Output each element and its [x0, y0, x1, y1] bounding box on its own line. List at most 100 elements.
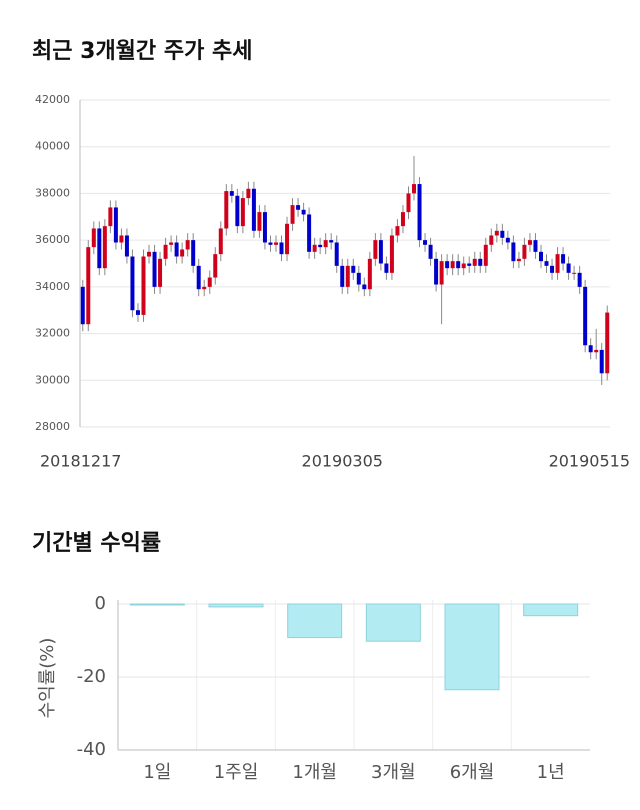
- bar: [444, 603, 500, 691]
- y-tick-label: -20: [77, 666, 106, 687]
- candle-body: [362, 284, 367, 290]
- candle-body: [450, 261, 455, 269]
- y-tick-label: 38000: [35, 186, 70, 199]
- candle-body: [273, 242, 278, 245]
- candle-body: [86, 247, 91, 325]
- x-tick-label: 6개월: [450, 762, 495, 783]
- candle-body: [285, 223, 290, 255]
- candle-body: [511, 242, 516, 262]
- candle-body: [251, 188, 256, 231]
- candle-body: [135, 310, 140, 315]
- candle-body: [478, 258, 483, 266]
- candle-body: [572, 272, 577, 274]
- candle-body: [296, 205, 301, 210]
- candle-body: [301, 209, 306, 215]
- candle-body: [351, 265, 356, 273]
- chart-title: 최근 3개월간 주가 추세: [32, 39, 252, 64]
- candle-body: [588, 345, 593, 353]
- y-tick-label: 34000: [35, 280, 70, 293]
- y-tick-label: -40: [77, 739, 106, 760]
- candle-body: [577, 272, 582, 287]
- candle-body: [246, 188, 251, 199]
- x-tick-label: 1년: [537, 762, 565, 783]
- candle-body: [461, 263, 466, 269]
- candle-body: [594, 349, 599, 353]
- x-tick-label: 1개월: [292, 762, 337, 783]
- candle-body: [191, 240, 196, 266]
- y-tick-label: 30000: [35, 373, 70, 386]
- candle-body: [257, 212, 262, 231]
- x-tick-label: 20181217: [40, 452, 121, 471]
- bar: [523, 603, 579, 617]
- candle-body: [102, 226, 107, 269]
- candle-body: [113, 207, 118, 243]
- candle-body: [412, 184, 417, 194]
- candle-body: [323, 240, 328, 248]
- candle-body: [389, 235, 394, 273]
- y-tick-label: 0: [95, 593, 106, 614]
- candle-body: [97, 228, 102, 269]
- candle-body: [235, 195, 240, 227]
- y-tick-label: 28000: [35, 420, 70, 433]
- candle-body: [108, 207, 113, 227]
- candle-body: [80, 286, 85, 325]
- y-tick-label: 32000: [35, 327, 70, 340]
- y-tick-label: 42000: [35, 93, 70, 106]
- candle-body: [124, 235, 129, 257]
- candle-body: [318, 244, 323, 248]
- candle-body: [229, 191, 234, 196]
- candle-body: [538, 251, 543, 262]
- candle-body: [163, 244, 168, 259]
- candle-body: [544, 261, 549, 266]
- bar: [129, 603, 185, 606]
- candle-body: [561, 254, 566, 264]
- candle-body: [583, 286, 588, 346]
- candle-body: [345, 265, 350, 287]
- candle-body: [599, 349, 604, 374]
- y-axis-label: 수익률(%): [37, 638, 58, 719]
- candle-body: [384, 263, 389, 273]
- candle-body: [202, 286, 207, 290]
- candle-body: [340, 265, 345, 287]
- candle-body: [141, 256, 146, 315]
- candle-body: [516, 258, 521, 262]
- candle-body: [434, 258, 439, 285]
- candle-body: [555, 254, 560, 273]
- candle-body: [605, 312, 610, 374]
- candle-body: [262, 212, 267, 243]
- candle-body: [400, 212, 405, 227]
- candle-body: [174, 242, 179, 257]
- candle-body: [367, 258, 372, 290]
- bar: [208, 603, 264, 608]
- candle-body: [119, 235, 124, 243]
- chart-title: 기간별 수익률: [32, 531, 161, 556]
- candle-body: [500, 230, 505, 238]
- candle-body: [550, 265, 555, 273]
- candle-body: [312, 244, 317, 252]
- candle-body: [445, 261, 450, 269]
- candle-body: [158, 258, 163, 287]
- candle-body: [423, 240, 428, 245]
- candle-body: [180, 249, 185, 257]
- x-tick-label: 20190515: [549, 452, 630, 471]
- y-tick-label: 36000: [35, 233, 70, 246]
- bar: [287, 603, 343, 639]
- candle-body: [373, 240, 378, 259]
- candle-body: [527, 240, 532, 245]
- candle-body: [240, 198, 245, 227]
- candle-body: [566, 263, 571, 273]
- x-tick-label: 1일: [143, 762, 171, 783]
- candle-body: [494, 230, 499, 236]
- candle-body: [307, 214, 312, 252]
- candle-body: [522, 244, 527, 259]
- candle-body: [279, 242, 284, 255]
- candle-body: [213, 254, 218, 278]
- candle-body: [395, 226, 400, 236]
- candle-body: [290, 205, 295, 224]
- candle-body: [428, 244, 433, 259]
- candle-body: [130, 256, 135, 311]
- candle-body: [224, 191, 229, 229]
- candle-body: [91, 228, 96, 248]
- candle-body: [185, 240, 190, 250]
- candle-body: [169, 242, 174, 245]
